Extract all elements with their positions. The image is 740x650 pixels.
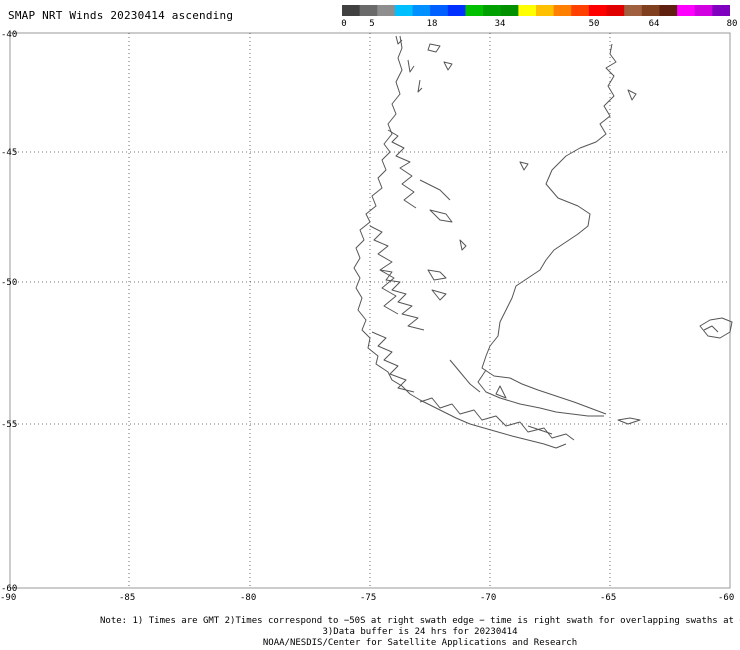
colorbar-segment — [588, 5, 608, 16]
colorbar-segment — [694, 5, 713, 16]
colorbar-segment — [518, 5, 537, 16]
footnote-line-1: Note: 1) Times are GMT 2)Times correspon… — [100, 616, 740, 626]
lon-label: -65 — [600, 593, 616, 603]
wind-speed-colorbar — [342, 5, 730, 16]
map-title: SMAP NRT Winds 20230414 ascending — [8, 9, 234, 22]
colorbar-segment — [394, 5, 414, 16]
colorbar-tick-label: 50 — [588, 19, 600, 29]
colorbar-segment — [447, 5, 467, 16]
footnote: Note: 1) Times are GMT 2)Times correspon… — [100, 616, 740, 649]
coastline — [353, 35, 733, 449]
colorbar-segment — [430, 5, 449, 16]
lon-label: -70 — [480, 593, 496, 603]
colorbar-segment — [465, 5, 484, 16]
lat-label: -60 — [1, 584, 17, 594]
lat-label: -50 — [1, 278, 17, 288]
lon-label: -60 — [718, 593, 734, 603]
colorbar-tick-label: 18 — [426, 19, 438, 29]
colorbar-segment — [712, 5, 730, 16]
colorbar-segment — [342, 5, 361, 16]
colorbar-segment — [553, 5, 572, 16]
colorbar-segment — [377, 5, 396, 16]
lon-label: -80 — [240, 593, 256, 603]
lon-label: -75 — [360, 593, 376, 603]
lat-label: -55 — [1, 420, 17, 430]
colorbar-segment — [571, 5, 590, 16]
colorbar-segment — [641, 5, 661, 16]
colorbar-tick-label: 5 — [369, 19, 375, 29]
colorbar-segment — [606, 5, 625, 16]
longitude-labels: -90 -85 -80 -75 -70 -65 -60 — [0, 593, 734, 603]
colorbar-tick-label: 64 — [648, 19, 660, 29]
colorbar-tick-label: 0 — [341, 19, 347, 29]
lat-label: -45 — [1, 148, 17, 158]
colorbar-segment — [483, 5, 502, 16]
colorbar-tick-label: 34 — [494, 19, 506, 29]
colorbar-segment — [624, 5, 643, 16]
footnote-line-3: NOAA/NESDIS/Center for Satellite Applica… — [262, 638, 578, 648]
colorbar-segment — [677, 5, 696, 16]
map-frame — [9, 32, 731, 589]
lat-label: -40 — [1, 30, 17, 40]
lat-lon-grid — [10, 33, 730, 588]
footnote-line-2: 3)Data buffer is 24 hrs for 20230414 — [322, 627, 518, 637]
colorbar-segment — [659, 5, 678, 16]
colorbar-tick-labels: 0 5 18 34 50 64 80 — [341, 19, 740, 31]
latitude-labels: -40 -45 -50 -55 -60 — [1, 30, 17, 594]
lon-label: -90 — [0, 593, 16, 603]
colorbar-tick-label: 80 — [726, 19, 738, 29]
colorbar-segment — [500, 5, 519, 16]
lon-label: -85 — [119, 593, 135, 603]
colorbar-segment — [412, 5, 431, 16]
colorbar-segment — [536, 5, 555, 16]
colorbar-segment — [359, 5, 378, 16]
